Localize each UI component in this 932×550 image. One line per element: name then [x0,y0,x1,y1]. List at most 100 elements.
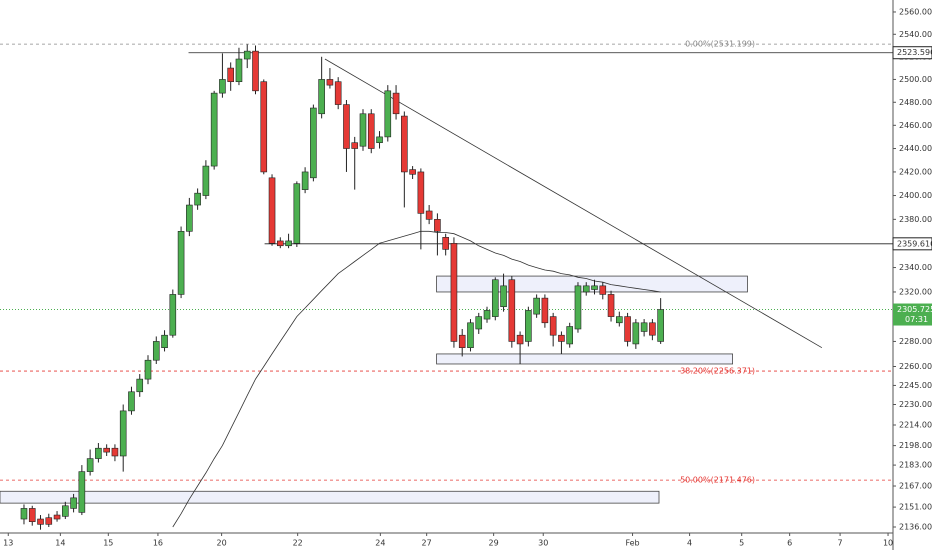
candle-body [500,285,507,308]
candle-body [310,107,317,179]
y-tick-label: 2136.00 [899,523,932,532]
candle-body [558,334,565,342]
x-tick-label: 10 [883,539,893,548]
x-tick-label: 29 [489,539,499,548]
x-tick-label: 24 [375,539,385,548]
candle-body [136,378,144,393]
candle-body [144,359,152,380]
candle-body [119,410,127,457]
candle-body [467,322,474,348]
y-tick-label: 2151.00 [899,503,932,512]
y-tick-label: 2167.00 [899,482,932,491]
candle-body [103,447,110,453]
candle-body [607,294,615,317]
candle-body [243,50,251,60]
candle-body [152,341,160,361]
price-box [892,237,932,251]
y-tick-label: 2500.00 [899,75,932,84]
candle-body [591,285,598,290]
candle-body [293,183,301,244]
y-tick-label: 2420.00 [899,167,932,176]
candle-body [616,316,623,324]
candle-body [111,447,119,457]
y-tick-label: 2400.00 [899,191,932,200]
candle-body [475,316,483,330]
moving-average [172,230,661,528]
candle-body [392,92,400,115]
candle-body [483,310,491,320]
candle-body [219,79,226,94]
y-tick-label: 2440.00 [899,144,932,153]
candle-body [640,322,648,332]
fib-label: 0.00%(2531.199) [685,40,755,49]
y-tick-label: 2230.00 [899,400,932,409]
fib-label: 50.00%(2171.476) [680,476,755,485]
candle-body [624,316,631,342]
candle-body [599,285,607,295]
y-tick-label: 2245.00 [899,381,932,390]
candle-body [657,309,664,342]
x-tick-label: 7 [838,539,843,548]
candle-body [161,334,168,348]
x-tick-label: 5 [739,539,744,548]
candle-body [417,171,425,214]
candle-body [285,240,292,247]
candle-body [376,136,383,144]
y-tick-label: 2540.00 [899,30,932,39]
candle-body [566,326,574,345]
candle-body [78,471,86,513]
candle-body [62,505,69,517]
current-price-box [893,303,932,326]
candle-body [574,285,582,330]
candle-body [632,322,640,345]
y-tick-label: 2340.00 [899,263,932,272]
trendline [324,58,823,349]
x-tick-label: 14 [55,539,65,548]
price-box [892,46,932,60]
candle-body [359,113,367,147]
y-tick-label: 2183.00 [899,461,932,470]
candle-body [326,79,334,86]
candle-body [128,391,135,412]
y-tick-label: 2320.00 [899,287,932,296]
candle-body [252,50,259,92]
x-tick-label: 30 [538,539,548,548]
y-tick-label: 2380.00 [899,215,932,224]
y-tick-label: 2214.00 [899,420,932,429]
candle-body [37,518,44,525]
y-tick-label: 2460.00 [899,121,932,130]
axis-bg [893,0,932,550]
countdown-label: 07:31 [905,315,928,324]
candle-body [442,237,449,250]
y-tick-label: 2260.00 [899,362,932,371]
candle-body [260,81,268,173]
x-tick-label: 15 [103,539,113,548]
price-label: 2523.590 [897,48,932,57]
candle-body [367,113,375,149]
y-tick-label: 2280.00 [899,337,932,346]
candle-body [20,508,28,520]
candle-body [53,514,61,520]
candle-body [384,90,392,138]
y-tick-label: 2480.00 [899,98,932,107]
candle-body [516,334,524,345]
x-tick-label: 27 [422,539,432,548]
candle-body [318,79,325,115]
x-tick-label: Feb [625,539,639,548]
candle-body [301,171,309,190]
candle-body [458,334,466,348]
candle-body [343,104,350,149]
candle-body [95,447,102,459]
candle-body [434,219,441,232]
candle-body [409,169,416,175]
candle-body [351,142,359,149]
y-tick-label: 2198.00 [899,441,932,450]
candle-body [86,458,94,472]
candle-body [186,204,193,232]
candle-body [582,285,590,293]
zone [436,353,733,365]
candle-body [425,210,433,220]
candle-body [533,297,540,315]
candle-body [227,67,234,83]
